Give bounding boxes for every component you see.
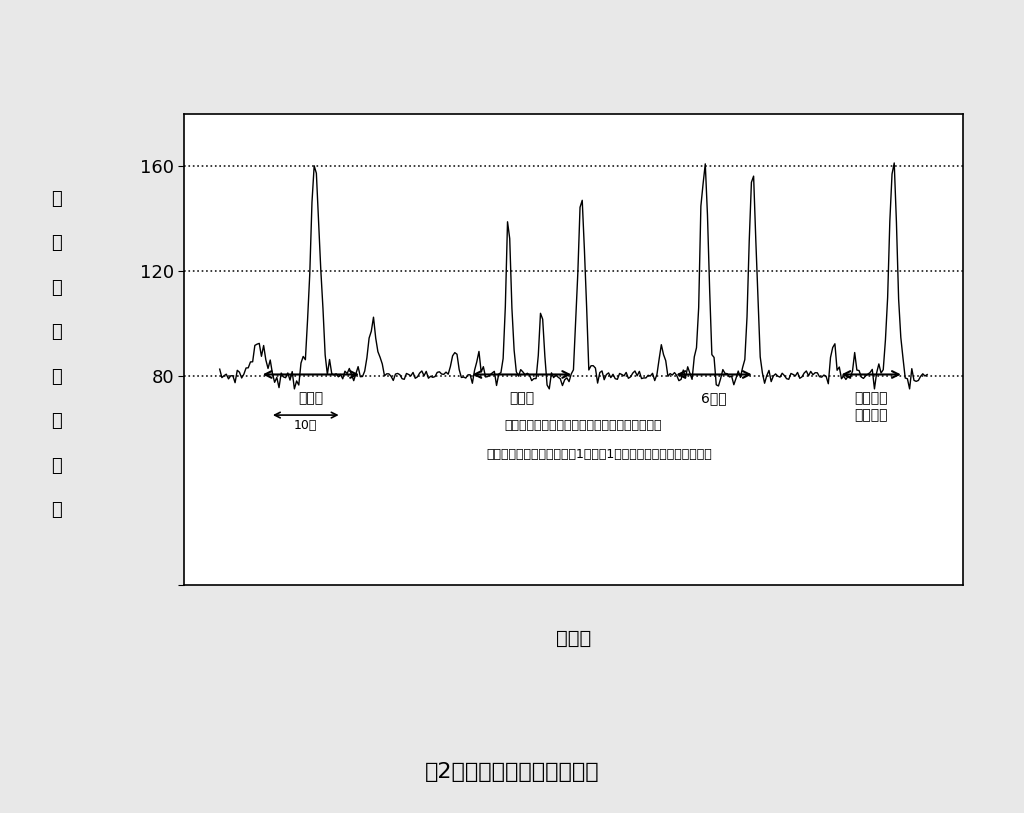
Text: 6輪車: 6輪車 [701, 392, 727, 406]
Text: 拍: 拍 [51, 367, 61, 386]
Text: 作　業：１０ｫｗレタス符1６０符1収集・運搬・トラック積込み: 作 業：１０ｫｗレタス符1６０符1収集・運搬・トラック積込み [486, 448, 713, 461]
Text: 10分: 10分 [294, 419, 317, 432]
Text: 心: 心 [51, 189, 61, 207]
Text: （: （ [51, 324, 61, 341]
Text: 数: 数 [51, 279, 61, 297]
Text: ）: ） [51, 502, 61, 520]
Text: トラクタ
キャリア: トラクタ キャリア [854, 392, 888, 422]
Text: 作業者：２名（心拍数被験者：男性、４１才）: 作業者：２名（心拍数被験者：男性、４１才） [504, 419, 662, 432]
Text: 開発機: 開発機 [509, 392, 535, 406]
Text: 時　間: 時 間 [556, 628, 591, 648]
Text: 手作業: 手作業 [298, 392, 324, 406]
Text: ／: ／ [51, 412, 61, 430]
Text: 図2　搬出作業の心拍数変化: 図2 搬出作業の心拍数変化 [425, 763, 599, 782]
Text: 分: 分 [51, 457, 61, 475]
Text: 拍: 拍 [51, 234, 61, 252]
